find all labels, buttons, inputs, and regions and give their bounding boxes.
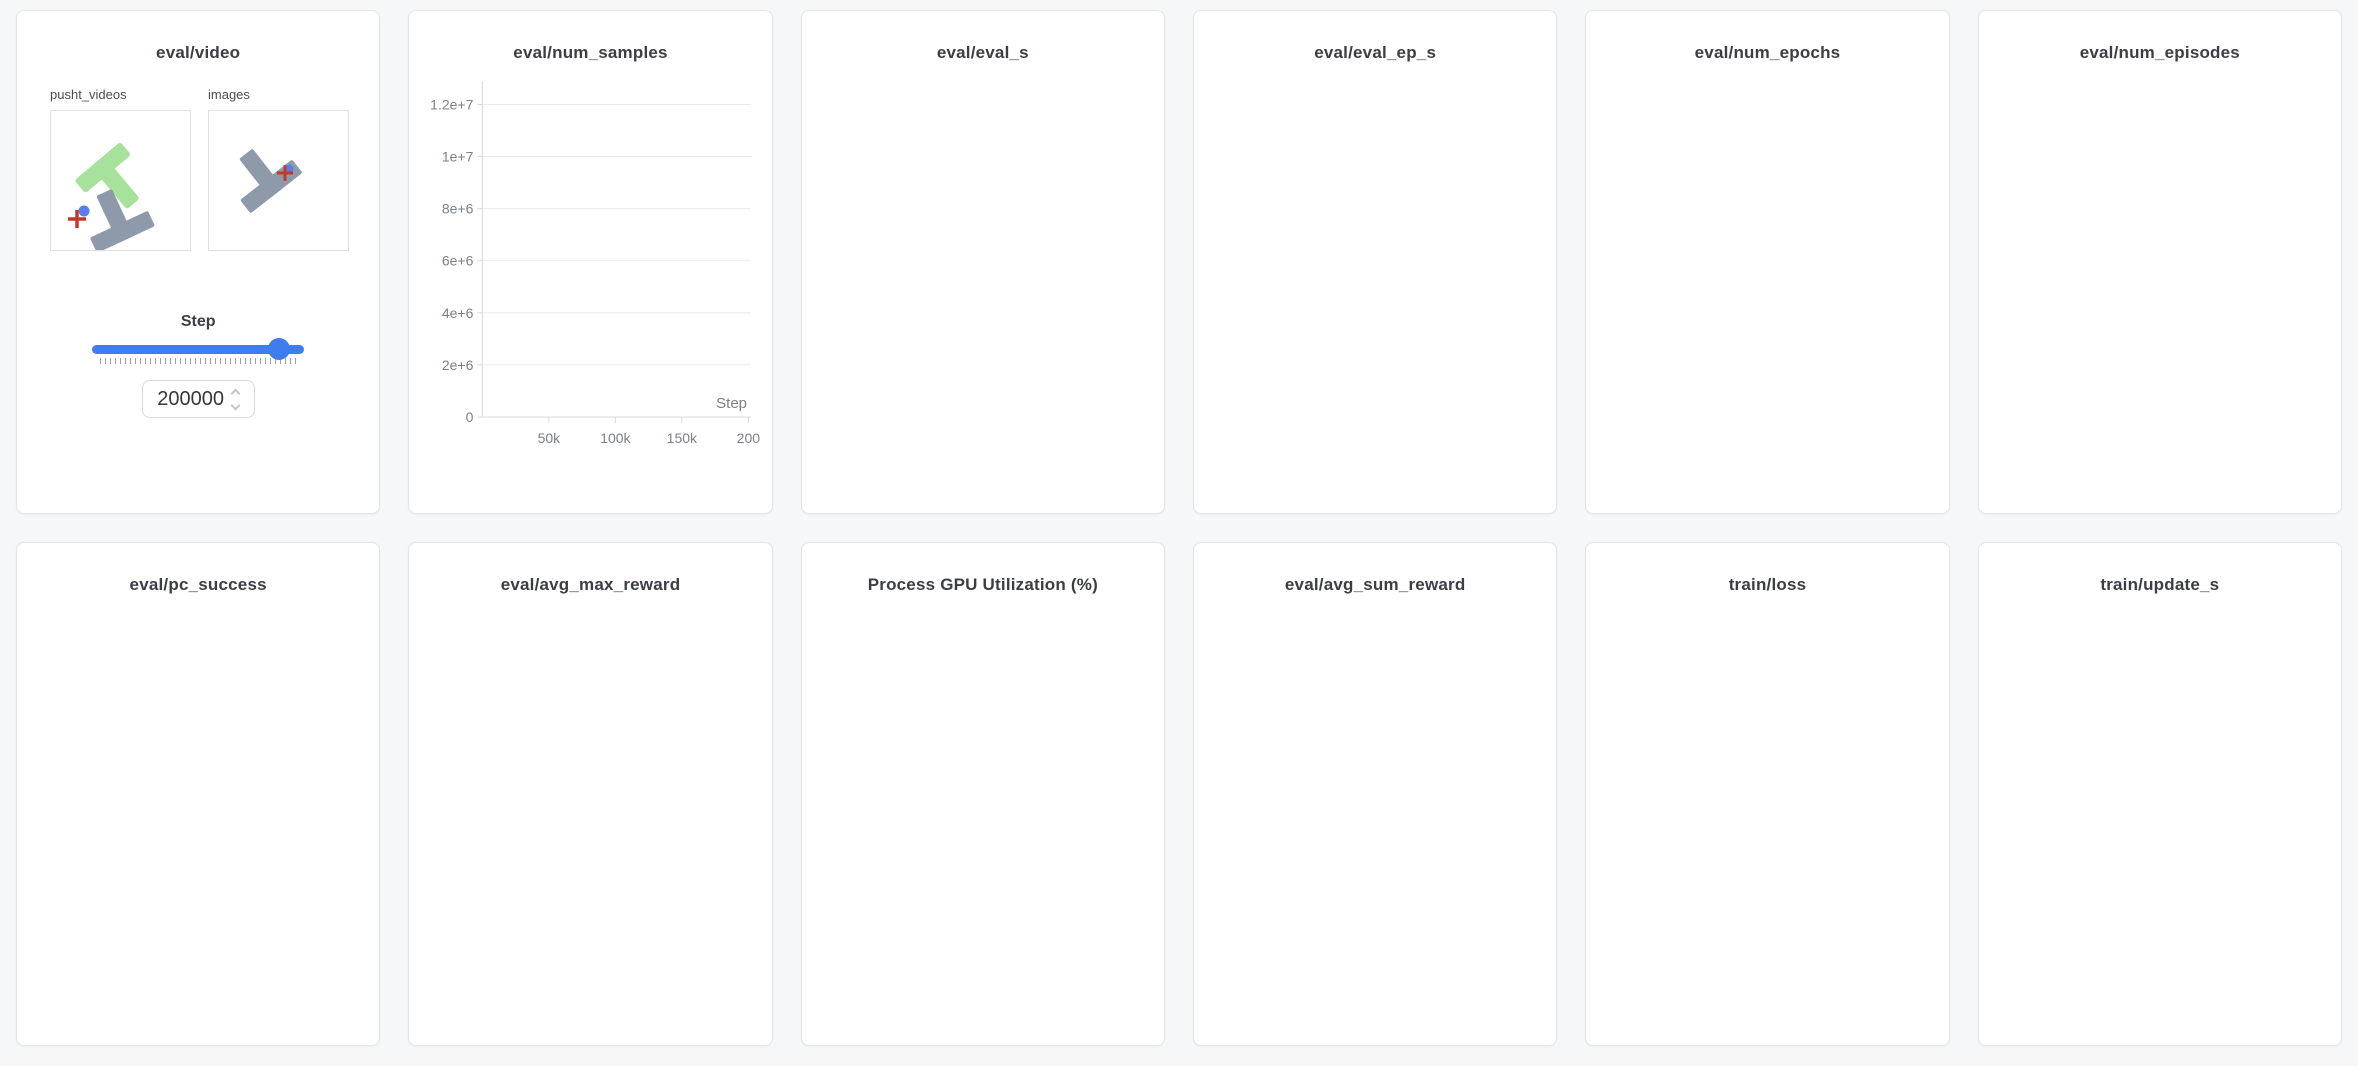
- num-episodes-chart[interactable]: [1986, 69, 2334, 467]
- panel-title: eval/video: [156, 43, 241, 62]
- images-scene-image: [239, 149, 302, 213]
- avg-sum-reward-chart[interactable]: [1201, 601, 1549, 999]
- panel-title: eval/num_episodes: [2079, 43, 2240, 62]
- panel-eval-avg-sum-reward: eval/avg_sum_reward: [1193, 542, 1558, 1046]
- panel-title: eval/num_samples: [513, 43, 668, 62]
- svg-text:Step: Step: [717, 395, 748, 412]
- panel-train-loss: train/loss: [1585, 542, 1950, 1046]
- panel-title: eval/avg_max_reward: [500, 575, 681, 594]
- svg-text:8e+6: 8e+6: [442, 201, 474, 217]
- panel-eval-num-samples: eval/num_samples 0 2e+6 4e+6 6e+6 8e+6 1e+7 1.…: [408, 10, 773, 514]
- media-figure-images: images: [208, 87, 349, 251]
- panel-gpu-utilization: Process GPU Utilization (%): [800, 542, 1165, 1046]
- panel-eval-num-epochs: eval/num_epochs: [1585, 10, 1950, 514]
- svg-text:6e+6: 6e+6: [442, 253, 474, 269]
- panel-title: eval/pc_success: [129, 575, 267, 594]
- svg-text:50k: 50k: [538, 430, 562, 446]
- num-samples-chart[interactable]: 0 2e+6 4e+6 6e+6 8e+6 1e+7 1.2e+7 50k 100k 150k 20…: [416, 69, 764, 467]
- panel-eval-video: eval/video pusht_videos: [16, 10, 381, 514]
- step-value[interactable]: 200000: [157, 387, 225, 410]
- step-slider[interactable]: [92, 338, 305, 360]
- media-label: images: [208, 87, 250, 102]
- svg-text:1e+7: 1e+7: [442, 149, 474, 165]
- eval-s-chart[interactable]: [809, 69, 1157, 467]
- pc-success-chart[interactable]: [24, 601, 372, 999]
- svg-text:0: 0: [466, 409, 474, 425]
- panel-eval-num-episodes: eval/num_episodes: [1977, 10, 2342, 514]
- slider-track[interactable]: [92, 345, 305, 354]
- slider-tick-marks: [100, 358, 297, 364]
- step-label: Step: [180, 313, 216, 330]
- panel-eval-avg-max-reward: eval/avg_max_reward: [408, 542, 773, 1046]
- panel-title: Process GPU Utilization (%): [867, 575, 1098, 594]
- svg-text:100k: 100k: [601, 430, 632, 446]
- panel-eval-pc-success: eval/pc_success: [16, 542, 381, 1046]
- panel-title: train/update_s: [2100, 575, 2220, 594]
- svg-text:2e+6: 2e+6: [442, 357, 474, 373]
- avg-max-reward-chart[interactable]: [416, 601, 764, 999]
- media-figure-pusht-videos: pusht_videos: [50, 87, 191, 251]
- step-control: Step 200000: [17, 313, 379, 418]
- train-update-s-chart[interactable]: [1986, 601, 2334, 999]
- gpu-utilization-chart[interactable]: [809, 601, 1157, 999]
- increment-icon[interactable]: [230, 388, 241, 398]
- panel-title: eval/avg_sum_reward: [1284, 575, 1466, 594]
- slider-handle[interactable]: [267, 338, 290, 360]
- stepper-carets: [230, 387, 241, 412]
- panel-eval-eval-ep-s: eval/eval_ep_s: [1193, 10, 1558, 514]
- images-thumbnail[interactable]: [208, 110, 349, 251]
- media-row: pusht_videos: [17, 69, 379, 251]
- train-loss-chart[interactable]: [1593, 601, 1941, 999]
- panel-title: eval/num_epochs: [1694, 43, 1841, 62]
- step-value-input[interactable]: 200000: [141, 380, 255, 418]
- svg-text:150k: 150k: [667, 430, 698, 446]
- panel-eval-eval-s: eval/eval_s: [800, 10, 1165, 514]
- pusht-scene-image: [68, 143, 155, 250]
- num-epochs-chart[interactable]: [1593, 69, 1941, 467]
- panel-title: train/loss: [1728, 575, 1807, 594]
- media-label: pusht_videos: [50, 87, 127, 102]
- eval-ep-s-chart[interactable]: [1201, 69, 1549, 467]
- svg-text:4e+6: 4e+6: [442, 305, 474, 321]
- svg-text:1.2e+7: 1.2e+7: [431, 96, 474, 112]
- svg-text:200: 200: [737, 430, 761, 446]
- panel-title: eval/eval_ep_s: [1314, 43, 1437, 62]
- pusht-video-thumbnail[interactable]: [50, 110, 191, 251]
- panel-title: eval/eval_s: [936, 43, 1029, 62]
- decrement-icon[interactable]: [230, 400, 241, 410]
- panel-train-update-s: train/update_s: [1977, 542, 2342, 1046]
